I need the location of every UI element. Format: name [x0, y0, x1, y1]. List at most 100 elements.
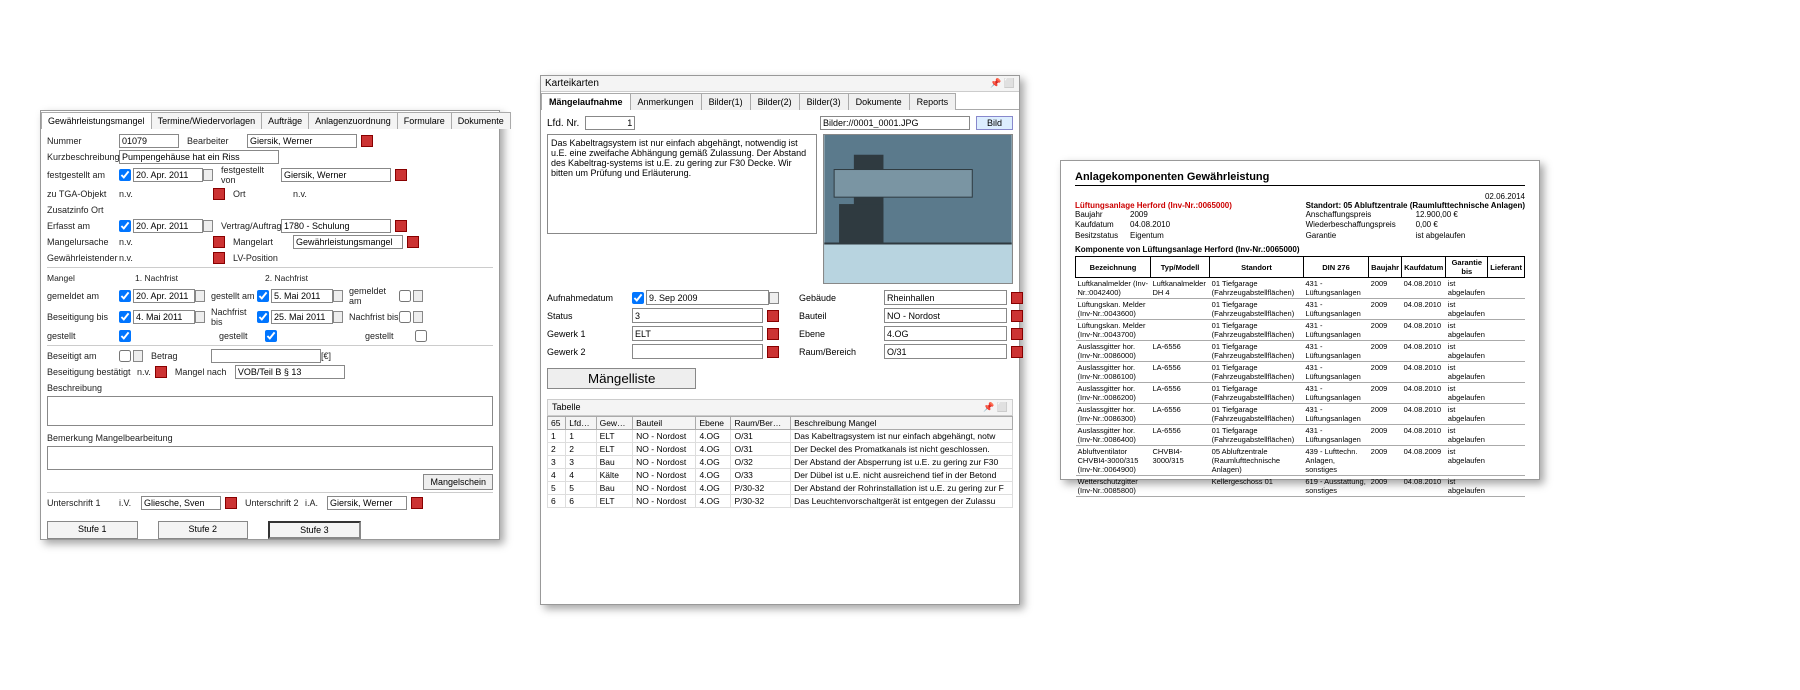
dropdown-icon[interactable]: [413, 311, 423, 323]
stufe-button-1[interactable]: Stufe 1: [47, 521, 138, 539]
input-aufnahmedatum[interactable]: [646, 290, 769, 305]
lookup-icon[interactable]: [1011, 346, 1023, 358]
lookup-icon[interactable]: [767, 328, 779, 340]
mangelliste-button[interactable]: Mängelliste: [547, 368, 696, 389]
input-gebaeude[interactable]: [884, 290, 1007, 305]
input-gewerk2[interactable]: [632, 344, 763, 359]
lookup-icon[interactable]: [411, 497, 423, 509]
tab-bilder(2)[interactable]: Bilder(2): [750, 93, 800, 110]
dropdown-icon[interactable]: [203, 169, 213, 181]
input-festgestellt-am[interactable]: [133, 168, 203, 182]
textarea-beschreibung[interactable]: [47, 396, 493, 426]
dropdown-icon[interactable]: [195, 290, 205, 302]
dropdown-icon[interactable]: [333, 290, 343, 302]
chk-gestellt[interactable]: [257, 290, 269, 302]
input-lfd[interactable]: [585, 116, 635, 130]
input-ebene[interactable]: [884, 326, 1007, 341]
tab-anlagenzuordnung[interactable]: Anlagenzuordnung: [308, 112, 398, 129]
lookup-icon[interactable]: [213, 236, 225, 248]
chk-aufnahme[interactable]: [632, 292, 644, 304]
dropdown-icon[interactable]: [133, 350, 143, 362]
lookup-icon[interactable]: [407, 236, 419, 248]
dropdown-icon[interactable]: [413, 290, 423, 302]
dropdown-icon[interactable]: [769, 292, 779, 304]
input-bildpath[interactable]: [820, 116, 970, 130]
dropdown-icon[interactable]: [333, 311, 343, 323]
lookup-icon[interactable]: [395, 220, 407, 232]
input-mangel-nach[interactable]: [235, 365, 345, 379]
textarea-description[interactable]: Das Kabeltragsystem ist nur einfach abge…: [547, 134, 817, 234]
chk-erfasst[interactable]: [119, 220, 131, 232]
table-row[interactable]: 66ELTNO - Nordost4.OGP/30-32Das Leuchten…: [548, 495, 1013, 508]
tab-bilder(3)[interactable]: Bilder(3): [799, 93, 849, 110]
input-betrag[interactable]: [211, 349, 321, 363]
tab-anmerkungen[interactable]: Anmerkungen: [630, 93, 702, 110]
lookup-icon[interactable]: [1011, 328, 1023, 340]
column-header[interactable]: Ebene: [696, 417, 731, 430]
dropdown-icon[interactable]: [203, 220, 213, 232]
input-gemeldet[interactable]: [133, 289, 195, 303]
lookup-icon[interactable]: [1011, 292, 1023, 304]
stufe-button-3[interactable]: Stufe 3: [268, 521, 361, 539]
column-header[interactable]: Lfd…: [566, 417, 596, 430]
mangelschein-button[interactable]: Mangelschein: [423, 474, 493, 490]
lookup-icon[interactable]: [1011, 310, 1023, 322]
input-nachfrist-bis[interactable]: [271, 310, 333, 324]
input-raum[interactable]: [884, 344, 1007, 359]
column-header[interactable]: Raum/Ber…: [731, 417, 791, 430]
chk-beseitigt[interactable]: [119, 350, 131, 362]
tab-dokumente[interactable]: Dokumente: [848, 93, 910, 110]
lookup-icon[interactable]: [361, 135, 373, 147]
chk-beseitigung[interactable]: [119, 311, 131, 323]
lookup-icon[interactable]: [395, 169, 407, 181]
column-header[interactable]: Gew…: [596, 417, 633, 430]
input-kurz[interactable]: [119, 150, 279, 164]
chk-gestellt-solo2[interactable]: [265, 330, 277, 342]
lookup-icon[interactable]: [767, 310, 779, 322]
stufe-button-2[interactable]: Stufe 2: [158, 521, 249, 539]
lookup-icon[interactable]: [213, 252, 225, 264]
tab-dokumente[interactable]: Dokumente: [451, 112, 511, 129]
chk-nachfrist2[interactable]: [399, 311, 411, 323]
table-row[interactable]: 33BauNO - Nordost4.OGO/32Der Abstand der…: [548, 456, 1013, 469]
table-controls-icon[interactable]: 📌 ⬜: [983, 402, 1008, 413]
chk-festgestellt[interactable]: [119, 169, 131, 181]
dropdown-icon[interactable]: [195, 311, 205, 323]
chk-gemeldet[interactable]: [119, 290, 131, 302]
chk-gestellt-solo[interactable]: [119, 330, 131, 342]
lookup-icon[interactable]: [767, 346, 779, 358]
input-gestellt[interactable]: [271, 289, 333, 303]
chk-gestellt-solo3[interactable]: [415, 330, 427, 342]
input-erfasst[interactable]: [133, 219, 203, 233]
input-festgestellt-von[interactable]: [281, 168, 391, 182]
tab-bilder(1)[interactable]: Bilder(1): [701, 93, 751, 110]
tab-reports[interactable]: Reports: [909, 93, 957, 110]
table-row[interactable]: 44KälteNO - Nordost4.OGO/33Der Dübel ist…: [548, 469, 1013, 482]
table-row[interactable]: 55BauNO - Nordost4.OGP/30-32Der Abstand …: [548, 482, 1013, 495]
lookup-icon[interactable]: [155, 366, 167, 378]
input-status[interactable]: [632, 308, 763, 323]
input-nummer[interactable]: [119, 134, 179, 148]
input-bearbeiter[interactable]: [247, 134, 357, 148]
column-header[interactable]: Beschreibung Mangel: [791, 417, 1013, 430]
window-controls-icon[interactable]: 📌 ⬜: [990, 78, 1015, 89]
tab-formulare[interactable]: Formulare: [397, 112, 452, 129]
input-vertrag[interactable]: [281, 219, 391, 233]
input-gewerk1[interactable]: [632, 326, 763, 341]
lookup-icon[interactable]: [213, 188, 225, 200]
input-beseitigung[interactable]: [133, 310, 195, 324]
tab-mängelaufnahme[interactable]: Mängelaufnahme: [541, 93, 631, 110]
chk-gemeldet2[interactable]: [399, 290, 411, 302]
tab-aufträge[interactable]: Aufträge: [261, 112, 309, 129]
tab-gewährleistungsmangel[interactable]: Gewährleistungsmangel: [41, 112, 152, 129]
lookup-icon[interactable]: [225, 497, 237, 509]
bild-button[interactable]: Bild: [976, 116, 1013, 130]
table-row[interactable]: 11ELTNO - Nordost4.OGO/31Das Kabeltragsy…: [548, 430, 1013, 443]
table-row[interactable]: 22ELTNO - Nordost4.OGO/31Der Deckel des …: [548, 443, 1013, 456]
input-u2b[interactable]: [327, 496, 407, 510]
tab-termine/wiedervorlagen[interactable]: Termine/Wiedervorlagen: [151, 112, 263, 129]
input-bauteil[interactable]: [884, 308, 1007, 323]
chk-nachfrist[interactable]: [257, 311, 269, 323]
input-u1b[interactable]: [141, 496, 221, 510]
column-header[interactable]: Bauteil: [633, 417, 696, 430]
